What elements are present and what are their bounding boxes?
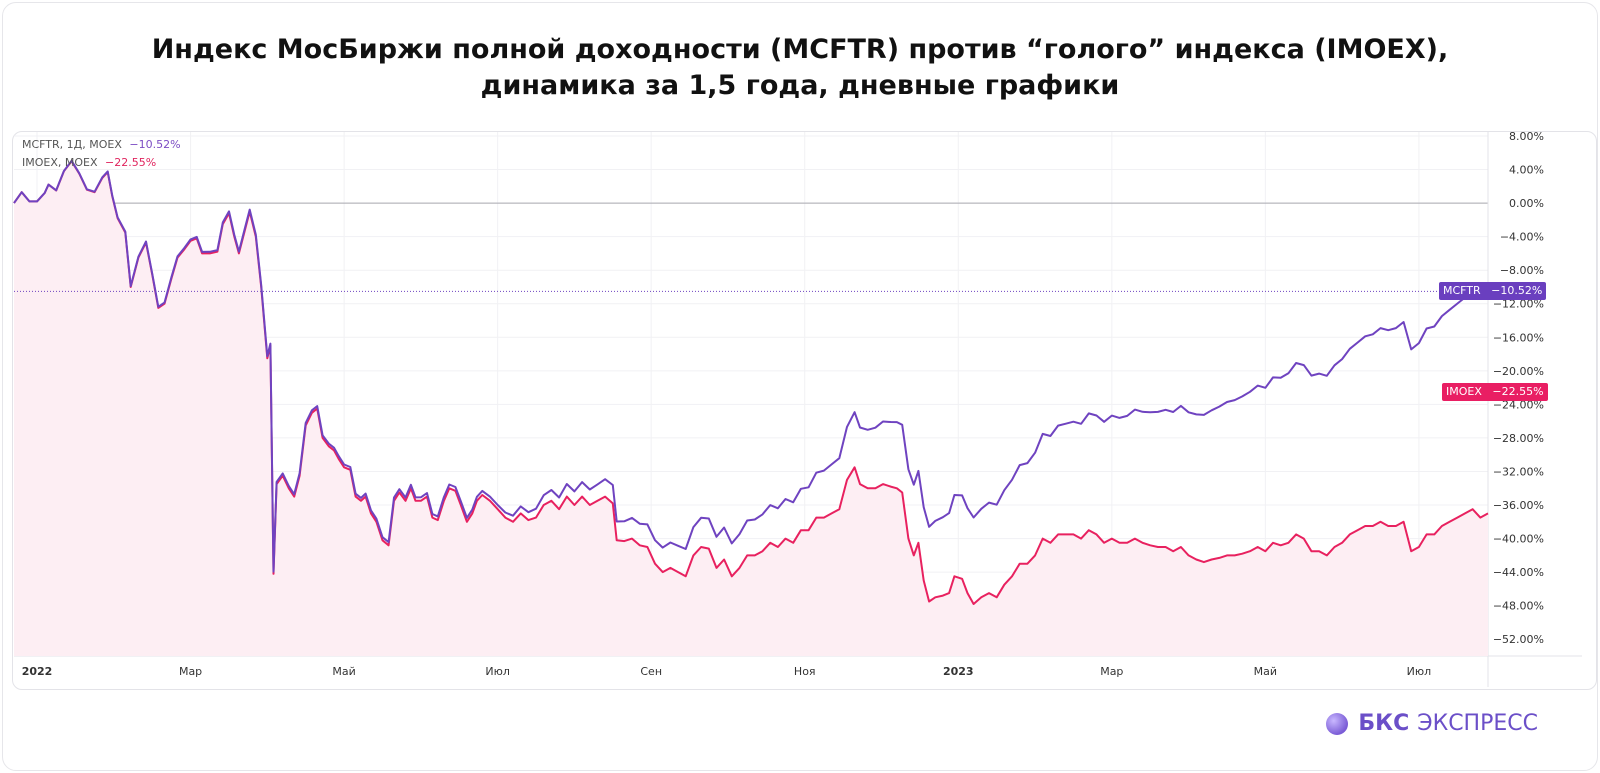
y-tick-label: −28.00% — [1493, 432, 1544, 445]
y-tick-label: 0.00% — [1509, 197, 1544, 210]
mcftr-badge-name: MCFTR — [1443, 284, 1481, 298]
x-tick-label: Июл — [1407, 665, 1432, 678]
chart-legend: MCFTR, 1Д, MOEX −10.52% IMOEX, MOEX −22.… — [22, 136, 185, 172]
y-tick-label: −52.00% — [1493, 633, 1544, 646]
mcftr-price-badge: MCFTR −10.52% — [1439, 282, 1547, 301]
legend-imoex-value: −22.55% — [105, 156, 157, 169]
mcftr-series-line — [13, 159, 1489, 573]
y-tick-label: −40.00% — [1493, 533, 1544, 546]
x-tick-label: Июл — [485, 665, 510, 678]
x-tick-label: Май — [1254, 665, 1277, 678]
y-tick-label: −48.00% — [1493, 600, 1544, 613]
y-tick-label: −20.00% — [1493, 365, 1544, 378]
y-tick-label: −32.00% — [1493, 465, 1544, 478]
y-tick-label: 8.00% — [1509, 130, 1544, 143]
chart-title: Индекс МосБиржи полной доходности (MCFTR… — [0, 32, 1600, 104]
brand-sphere-icon — [1326, 712, 1349, 735]
y-tick-label: −44.00% — [1493, 566, 1544, 579]
y-tick-label: −36.00% — [1493, 499, 1544, 512]
y-tick-label: −12.00% — [1493, 298, 1544, 311]
legend-mcftr-label: MCFTR, 1Д, MOEX — [22, 138, 122, 151]
legend-imoex-label: IMOEX, MOEX — [22, 156, 98, 169]
y-tick-label: −24.00% — [1493, 398, 1544, 411]
title-line-2: динамика за 1,5 года, дневные графики — [480, 70, 1120, 101]
chart-frame — [12, 131, 1597, 690]
y-tick-label: −4.00% — [1500, 231, 1544, 244]
brand-name-bold: БКС — [1358, 711, 1410, 736]
x-tick-label: 2022 — [22, 665, 53, 678]
mcftr-badge-value: −10.52% — [1491, 284, 1543, 298]
title-line-1: Индекс МосБиржи полной доходности (MCFTR… — [151, 34, 1449, 65]
x-tick-label: Мар — [179, 665, 202, 678]
imoex-badge-name: IMOEX — [1446, 385, 1482, 399]
legend-imoex: IMOEX, MOEX −22.55% — [22, 154, 185, 172]
x-tick-label: 2023 — [943, 665, 974, 678]
y-tick-label: −16.00% — [1493, 331, 1544, 344]
x-tick-label: Ноя — [794, 665, 816, 678]
brand-logo: БКС ЭКСПРЕСС — [1326, 711, 1538, 736]
imoex-price-badge: IMOEX −22.55% — [1442, 383, 1548, 402]
legend-mcftr: MCFTR, 1Д, MOEX −10.52% — [22, 136, 185, 154]
x-tick-label: Май — [332, 665, 355, 678]
imoex-badge-value: −22.55% — [1492, 385, 1544, 399]
y-tick-label: 4.00% — [1509, 164, 1544, 177]
x-tick-label: Мар — [1100, 665, 1123, 678]
legend-mcftr-value: −10.52% — [129, 138, 181, 151]
y-tick-label: −8.00% — [1500, 264, 1544, 277]
x-tick-label: Сен — [640, 665, 662, 678]
brand-name-rest: ЭКСПРЕСС — [1417, 711, 1538, 736]
imoex-area — [14, 161, 1488, 656]
